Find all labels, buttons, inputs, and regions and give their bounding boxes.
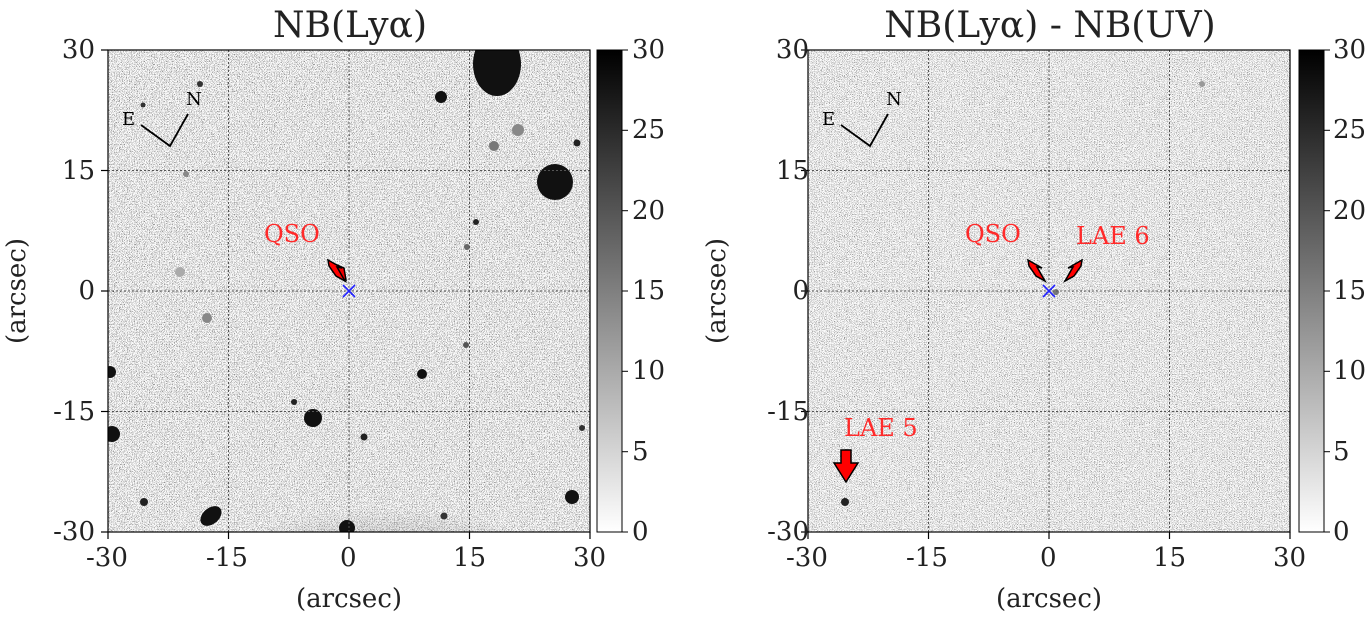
compass-arrows bbox=[140, 113, 189, 148]
colorbar-tick: 10 bbox=[632, 356, 666, 386]
x-tick: 0 bbox=[1040, 543, 1057, 573]
source bbox=[140, 102, 146, 108]
source-lae-6 bbox=[1053, 289, 1059, 295]
y-tick: -15 bbox=[767, 397, 809, 427]
y-tick: 0 bbox=[792, 276, 809, 306]
panel-left: NB(Lyα) bbox=[0, 0, 685, 627]
y-axis-label: (arcsec) bbox=[2, 237, 32, 345]
compass-north-label: N bbox=[886, 89, 902, 110]
axis-ticks bbox=[101, 49, 591, 539]
source bbox=[1199, 81, 1205, 87]
colorbar-tick: 5 bbox=[632, 437, 649, 467]
source bbox=[202, 313, 212, 323]
colorbar-tick: 25 bbox=[632, 115, 666, 145]
x-tick: -15 bbox=[206, 543, 248, 573]
qso-marker bbox=[342, 284, 356, 298]
compass-east-label: E bbox=[822, 109, 836, 130]
qso-arrow-head bbox=[327, 258, 347, 283]
panel-title: NB(Lyα) - NB(UV) bbox=[884, 5, 1216, 46]
source bbox=[108, 366, 116, 378]
x-tick: 15 bbox=[1153, 543, 1187, 573]
y-tick: 30 bbox=[775, 35, 809, 65]
colorbar-tick: 25 bbox=[1333, 115, 1367, 145]
source bbox=[537, 164, 573, 200]
y-tick: -30 bbox=[53, 517, 95, 547]
colorbar-ticks bbox=[622, 49, 628, 533]
source bbox=[440, 512, 448, 520]
colorbar-tick: 30 bbox=[632, 35, 666, 65]
lae-6-arrow bbox=[1063, 258, 1083, 283]
panel-title: NB(Lyα) bbox=[273, 5, 427, 46]
lae-5-arrow bbox=[832, 449, 860, 484]
compass-north-label: N bbox=[186, 89, 202, 110]
image-left bbox=[101, 49, 628, 539]
source bbox=[360, 433, 368, 441]
compass-arrows bbox=[840, 113, 889, 148]
source bbox=[565, 490, 579, 504]
colorbar-ticks bbox=[1324, 49, 1330, 533]
colorbar-tick: 15 bbox=[1333, 276, 1367, 306]
source bbox=[140, 498, 148, 506]
x-axis-label: (arcsec) bbox=[295, 584, 403, 614]
colorbar-tick: 10 bbox=[1333, 356, 1367, 386]
source bbox=[108, 426, 120, 442]
annotation-qso: QSO bbox=[965, 220, 1021, 248]
x-tick: -30 bbox=[86, 543, 128, 573]
colorbar-tick: 15 bbox=[632, 276, 666, 306]
source bbox=[197, 81, 203, 87]
y-tick: 15 bbox=[775, 156, 809, 186]
colorbar bbox=[1298, 49, 1325, 533]
qso-arrow bbox=[1027, 258, 1047, 283]
source bbox=[291, 399, 297, 405]
source bbox=[200, 506, 222, 526]
source bbox=[573, 139, 581, 147]
y-tick: 30 bbox=[61, 35, 95, 65]
x-axis-label: (arcsec) bbox=[995, 584, 1103, 614]
colorbar-tick: 30 bbox=[1333, 35, 1367, 65]
source bbox=[464, 244, 470, 250]
source-lae-5 bbox=[841, 498, 849, 506]
source bbox=[473, 219, 479, 225]
source bbox=[339, 520, 355, 532]
colorbar-tick: 5 bbox=[1333, 437, 1350, 467]
source bbox=[435, 91, 447, 103]
y-tick: 0 bbox=[78, 276, 95, 306]
source bbox=[304, 409, 322, 427]
source bbox=[489, 141, 499, 151]
compass-east-label: E bbox=[122, 109, 136, 130]
source bbox=[417, 369, 427, 379]
colorbar bbox=[596, 49, 623, 533]
annotation-lae-5: LAE 5 bbox=[844, 414, 918, 442]
image-right bbox=[801, 49, 1330, 539]
x-tick: 0 bbox=[340, 543, 357, 573]
source bbox=[175, 267, 185, 277]
x-tick: -30 bbox=[786, 543, 828, 573]
colorbar-tick: 0 bbox=[632, 517, 649, 547]
y-tick: -15 bbox=[53, 397, 95, 427]
x-tick: 30 bbox=[1273, 543, 1307, 573]
qso-marker bbox=[1042, 284, 1056, 298]
colorbar-tick: 20 bbox=[632, 196, 666, 226]
panel-right: NB(Lyα) - NB(UV) bbox=[700, 0, 1371, 627]
source bbox=[183, 171, 189, 177]
source bbox=[512, 124, 524, 136]
source bbox=[579, 425, 585, 431]
bright-source-halo bbox=[175, 412, 590, 532]
colorbar-tick: 0 bbox=[1333, 517, 1350, 547]
x-tick: -15 bbox=[906, 543, 948, 573]
x-tick: 30 bbox=[573, 543, 607, 573]
y-axis-label: (arcsec) bbox=[702, 237, 732, 345]
axis-ticks bbox=[801, 49, 1291, 539]
y-tick: 15 bbox=[61, 156, 95, 186]
annotation-qso: QSO bbox=[264, 220, 320, 248]
annotation-lae-6: LAE 6 bbox=[1076, 222, 1150, 250]
x-tick: 15 bbox=[453, 543, 487, 573]
source bbox=[463, 342, 469, 348]
source bbox=[473, 50, 521, 96]
y-tick: -30 bbox=[767, 517, 809, 547]
colorbar-tick: 20 bbox=[1333, 196, 1367, 226]
